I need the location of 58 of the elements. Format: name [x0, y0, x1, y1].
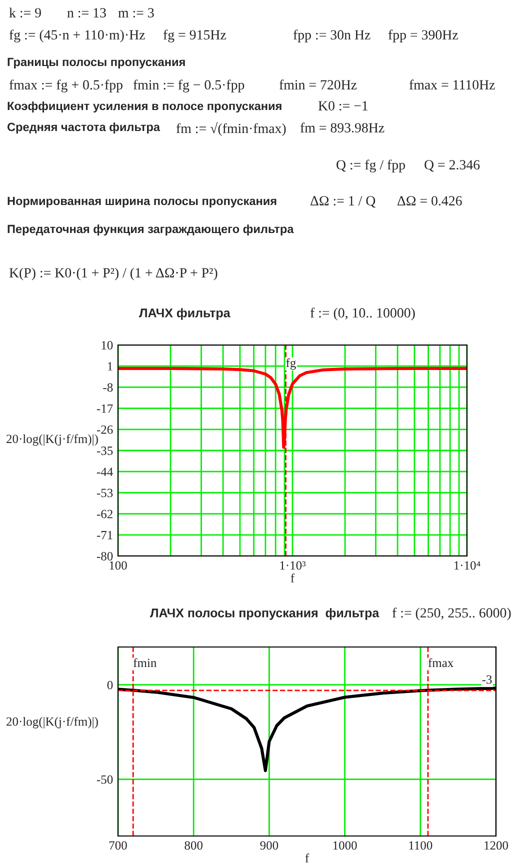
- y-tick-label: -44: [96, 468, 113, 476]
- x-tick-label: 1·10⁴: [454, 561, 480, 570]
- text: m := 3: [118, 8, 154, 18]
- x-axis-title: f: [290, 573, 295, 582]
- text: K0 := −1: [318, 101, 368, 111]
- chart-subtitle: f := (250, 255.. 6000): [392, 608, 511, 620]
- text: fpp := 30n Hz: [293, 30, 370, 42]
- text: K(P) := K0·(1 + P²) / (1 + ΔΩ·P + P²): [9, 268, 218, 280]
- text: Средняя частота фильтра: [7, 122, 160, 134]
- text: Нормированная ширина полосы пропускания: [8, 196, 276, 208]
- y-tick-label: -80: [96, 552, 113, 560]
- y-tick-label: -35: [96, 446, 113, 455]
- y-axis-title: 20·log(|K(j·f/fm)|): [6, 434, 98, 446]
- text: Передаточная функция заграждающего фильтра: [8, 224, 294, 236]
- x-tick-label: 1100: [409, 841, 432, 850]
- y-tick-label: 10: [102, 341, 113, 350]
- x-tick-label: 1·10³: [280, 561, 306, 570]
- y-tick-label: -8: [103, 383, 113, 392]
- text: fmax := fg + 0.5·fpp: [9, 80, 122, 92]
- x-tick-label: 100: [110, 561, 127, 570]
- text: k := 9: [9, 8, 41, 18]
- text: fmin = 720Hz: [279, 80, 357, 90]
- text: Q = 2.346: [424, 160, 480, 172]
- text: fg := (45·n + 110·m)·Hz: [9, 30, 145, 42]
- chart-title: ЛАЧХ фильтра: [139, 308, 230, 320]
- ref-line-label: fmin: [134, 658, 157, 668]
- text: n := 13: [67, 8, 106, 18]
- y-tick-label: -53: [96, 488, 113, 498]
- y-axis-title: 20·log(|K(j·f/fm)|): [6, 716, 98, 728]
- x-tick-label: 800: [184, 841, 202, 850]
- y-tick-label: 0: [107, 680, 113, 690]
- x-tick-label: 1000: [333, 841, 357, 850]
- chart-title: ЛАЧХ полосы пропускания фильтра: [150, 608, 380, 620]
- y-tick-label: -50: [96, 775, 113, 784]
- text: Q := fg / fpp: [336, 160, 406, 172]
- y-tick-label: -17: [96, 404, 113, 413]
- ref-line-label: fmax: [428, 658, 454, 668]
- y-tick-label: 1: [108, 362, 112, 370]
- text: fpp = 390Hz: [388, 30, 458, 42]
- text: Коэффициент усиления в полосе пропускания: [8, 101, 282, 112]
- text: fm := √(fmin·fmax): [176, 122, 286, 136]
- y-tick-label: -62: [96, 510, 112, 518]
- ref-line-label: -3: [482, 675, 492, 684]
- text: Границы полосы пропускания: [8, 58, 185, 68]
- text: fmax = 1110Hz: [409, 80, 495, 90]
- text: fmin := fg − 0.5·fpp: [133, 80, 244, 92]
- text: ΔΩ := 1 / Q: [310, 196, 376, 208]
- ref-line-label: fg: [286, 358, 296, 370]
- y-tick-label: -71: [96, 530, 112, 540]
- x-tick-label: 900: [260, 841, 278, 850]
- y-tick-label: -26: [96, 425, 113, 434]
- chart-subtitle: f := (0, 10.. 10000): [310, 308, 415, 320]
- text: fg = 915Hz: [163, 30, 226, 42]
- text: ΔΩ = 0.426: [398, 196, 462, 206]
- x-tick-label: 1200: [484, 841, 508, 850]
- x-axis-title: f: [305, 853, 310, 862]
- text: fm = 893.98Hz: [300, 122, 384, 133]
- x-tick-label: 700: [109, 841, 127, 850]
